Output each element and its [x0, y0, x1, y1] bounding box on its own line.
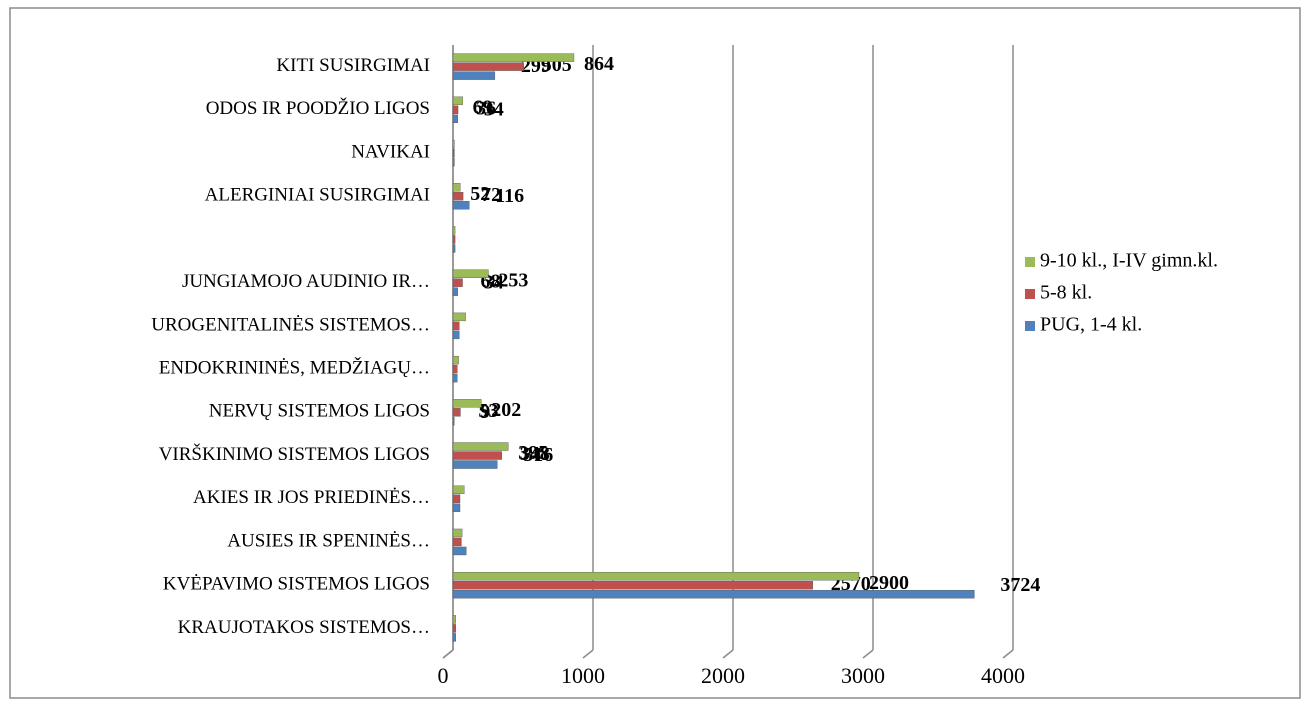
- x-tick-label: 1000: [561, 663, 605, 688]
- y-tick-label: KITI SUSIRGIMAI: [276, 55, 430, 76]
- data-label: 34: [484, 98, 504, 120]
- grid-line-depth: [862, 649, 874, 659]
- bar: [452, 287, 458, 296]
- bar: [452, 148, 455, 158]
- bar: [452, 355, 459, 365]
- y-tick-label: AKIES IR JOS PRIEDINĖS…: [193, 487, 430, 508]
- bar: [452, 364, 458, 374]
- bar: [452, 408, 461, 417]
- bar: [452, 157, 455, 167]
- bar: [452, 615, 456, 624]
- bar: [452, 201, 470, 210]
- bar: [452, 53, 575, 62]
- bar: [452, 633, 456, 642]
- legend-swatch: [1025, 257, 1035, 267]
- data-label: 3724: [1000, 574, 1040, 596]
- bar: [452, 451, 502, 460]
- bar: [452, 278, 463, 287]
- grid-line-depth: [582, 649, 594, 659]
- bar: [452, 503, 461, 512]
- bar: [452, 373, 458, 383]
- data-label: 34: [484, 271, 504, 293]
- bar: [452, 269, 489, 278]
- data-label: 864: [584, 53, 614, 75]
- y-tick-label: VIRŠKINIMO SISTEMOS LIGOS: [159, 443, 430, 465]
- data-label: 253: [498, 269, 528, 291]
- bar: [452, 442, 509, 451]
- bar: [452, 571, 860, 581]
- legend-swatch: [1025, 321, 1035, 331]
- y-tick-label: ODOS IR POODŽIO LIGOS: [206, 97, 430, 119]
- data-label: 69: [473, 96, 493, 118]
- data-label: 395: [518, 442, 548, 464]
- bar: [452, 580, 813, 590]
- legend-label: PUG, 1-4 kl.: [1040, 314, 1142, 336]
- y-tick-label: NERVŲ SISTEMOS LIGOS: [209, 401, 430, 422]
- x-tick-label: 2000: [701, 663, 745, 688]
- y-tick-label: KRAUJOTAKOS SISTEMOS…: [178, 617, 430, 638]
- y-tick-label: UROGENITALINĖS SISTEMOS…: [151, 314, 430, 335]
- data-label: 348: [520, 443, 550, 465]
- data-label: 116: [495, 185, 524, 207]
- bar: [452, 417, 455, 426]
- y-tick-label: JUNGIAMOJO AUDINIO IR…: [182, 271, 430, 292]
- bar: [452, 528, 463, 538]
- data-label: 316: [523, 444, 553, 466]
- bar: [452, 192, 464, 201]
- legend-swatch: [1025, 289, 1035, 299]
- bar: [452, 312, 466, 322]
- bar: [452, 330, 460, 340]
- y-tick-label: ENDOKRININĖS, MEDŽIAGŲ…: [159, 356, 430, 378]
- bar: [452, 139, 455, 149]
- data-label: 9: [480, 401, 490, 423]
- y-tick-label: KVĖPAVIMO SISTEMOS LIGOS: [163, 574, 430, 595]
- bar: [452, 71, 496, 80]
- data-label: 202: [491, 399, 521, 421]
- x-tick-label: 3000: [841, 663, 885, 688]
- data-label: 36: [476, 97, 496, 119]
- grid-line-depth: [1002, 649, 1014, 659]
- data-label: 52: [470, 183, 490, 205]
- bar: [452, 105, 459, 115]
- grid-line-depth: [442, 649, 454, 659]
- bar: [452, 244, 456, 253]
- data-label: 2900: [869, 572, 909, 594]
- bar: [452, 62, 524, 71]
- y-tick-label: NAVIKAI: [351, 141, 430, 162]
- x-tick-label: 0: [438, 663, 449, 688]
- legend-label: 9-10 kl., I-IV gimn.kl.: [1040, 250, 1218, 272]
- bar: [452, 183, 461, 192]
- grid-line-depth: [722, 649, 734, 659]
- bar: [452, 235, 456, 244]
- bar: [452, 485, 465, 494]
- bar: [452, 114, 458, 124]
- bar: [452, 321, 460, 331]
- bar: [452, 96, 463, 106]
- bar: [452, 537, 462, 547]
- bar: [452, 546, 467, 556]
- bar: [452, 399, 482, 408]
- x-tick-label: 4000: [981, 663, 1025, 688]
- y-tick-label: AUSIES IR SPENINĖS…: [227, 530, 430, 551]
- bar: [452, 460, 498, 469]
- bar: [452, 589, 975, 599]
- legend-label: 5-8 kl.: [1040, 282, 1092, 304]
- data-label: 72: [481, 184, 501, 206]
- y-tick-label: ALERGINIAI SUSIRGIMAI: [205, 185, 430, 206]
- bar: [452, 494, 461, 503]
- data-label: 53: [478, 400, 498, 422]
- bar: [452, 624, 456, 633]
- bar: [452, 226, 456, 235]
